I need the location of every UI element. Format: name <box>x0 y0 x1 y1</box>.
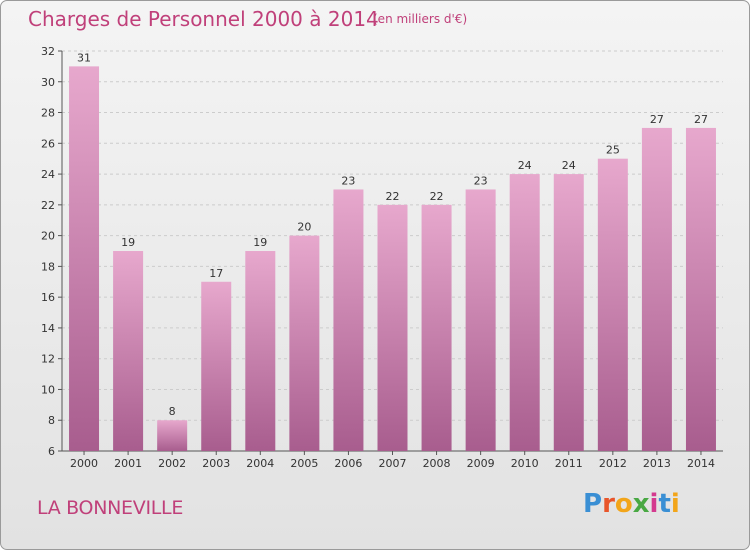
logo-letter: x <box>632 489 650 519</box>
bars <box>69 66 716 452</box>
y-tick-label: 26 <box>41 137 55 150</box>
data-label: 22 <box>386 190 400 203</box>
x-tick-label: 2004 <box>246 457 274 470</box>
bar-2010 <box>509 174 540 452</box>
y-tick-label: 22 <box>41 199 55 212</box>
bar-2004 <box>245 251 276 451</box>
bar-2014 <box>685 127 716 451</box>
x-tick-label: 2011 <box>555 457 583 470</box>
bar-2002 <box>157 420 188 451</box>
x-tick-label: 2010 <box>511 457 539 470</box>
y-tick-label: 32 <box>41 45 55 58</box>
y-tick-label: 28 <box>41 107 55 120</box>
bar-2006 <box>333 189 364 451</box>
y-tick-label: 30 <box>41 76 55 89</box>
y-tick-label: 18 <box>41 260 55 273</box>
logo-letter: r <box>602 489 615 519</box>
y-tick-label: 24 <box>41 168 55 181</box>
chart-subtitle: (en milliers d'€) <box>373 12 468 26</box>
bar-2001 <box>113 251 144 451</box>
data-label: 23 <box>474 174 488 187</box>
y-tick-label: 8 <box>48 414 55 427</box>
logo-letter: o <box>614 489 633 519</box>
data-label: 22 <box>430 190 444 203</box>
data-label: 17 <box>209 267 223 280</box>
x-tick-labels: 2000 2001 2002 2003 2004 2005 2006 2007 2008 2009… <box>70 457 715 470</box>
x-tick-label: 2013 <box>643 457 671 470</box>
bar-2008 <box>421 204 452 451</box>
data-labels: 31 19 8 17 19 20 23 22 22 23 24 24 25 27 27 <box>77 51 708 418</box>
bar-2000 <box>69 66 100 451</box>
y-tick-label: 6 <box>48 445 55 458</box>
y-tick-label: 12 <box>41 353 55 366</box>
bar-2009 <box>465 189 496 451</box>
x-tick-label: 2005 <box>290 457 318 470</box>
x-tick-label: 2009 <box>467 457 495 470</box>
x-tick-label: 2012 <box>599 457 627 470</box>
data-label: 8 <box>169 405 176 418</box>
x-tick-label: 2006 <box>334 457 362 470</box>
bar-2013 <box>641 127 672 451</box>
proxiti-logo: Proxiti <box>583 489 680 519</box>
x-tick-label: 2000 <box>70 457 98 470</box>
data-label: 27 <box>650 113 664 126</box>
data-label: 19 <box>253 236 267 249</box>
x-tick-label: 2001 <box>114 457 142 470</box>
data-label: 23 <box>341 174 355 187</box>
logo-letter: i <box>649 489 659 519</box>
commune-name: LA BONNEVILLE <box>37 497 184 519</box>
data-label: 27 <box>694 113 708 126</box>
data-label: 31 <box>77 51 91 64</box>
x-tick-label: 2002 <box>158 457 186 470</box>
bar-2005 <box>289 235 320 451</box>
data-label: 25 <box>606 144 620 157</box>
x-tick-label: 2014 <box>687 457 715 470</box>
bar-2011 <box>553 174 584 452</box>
y-tick-label: 16 <box>41 291 55 304</box>
y-tick-label: 14 <box>41 322 55 335</box>
bar-2012 <box>597 158 628 451</box>
data-label: 24 <box>562 159 576 172</box>
data-label: 24 <box>518 159 532 172</box>
data-label: 20 <box>297 221 311 234</box>
bar-2007 <box>377 204 408 451</box>
x-tick-label: 2003 <box>202 457 230 470</box>
data-label: 19 <box>121 236 135 249</box>
logo-letter: i <box>670 489 680 519</box>
y-tick-label: 20 <box>41 230 55 243</box>
bar-2003 <box>201 281 232 451</box>
logo-letter: P <box>583 489 603 519</box>
y-tick-label: 10 <box>41 383 55 396</box>
x-tick-label: 2007 <box>379 457 407 470</box>
y-tick-labels: 6 8 10 12 14 16 18 20 22 24 26 28 30 32 <box>41 45 55 458</box>
chart-title: Charges de Personnel 2000 à 2014 <box>28 7 379 31</box>
logo-letter: t <box>658 489 671 519</box>
x-tick-label: 2008 <box>423 457 451 470</box>
